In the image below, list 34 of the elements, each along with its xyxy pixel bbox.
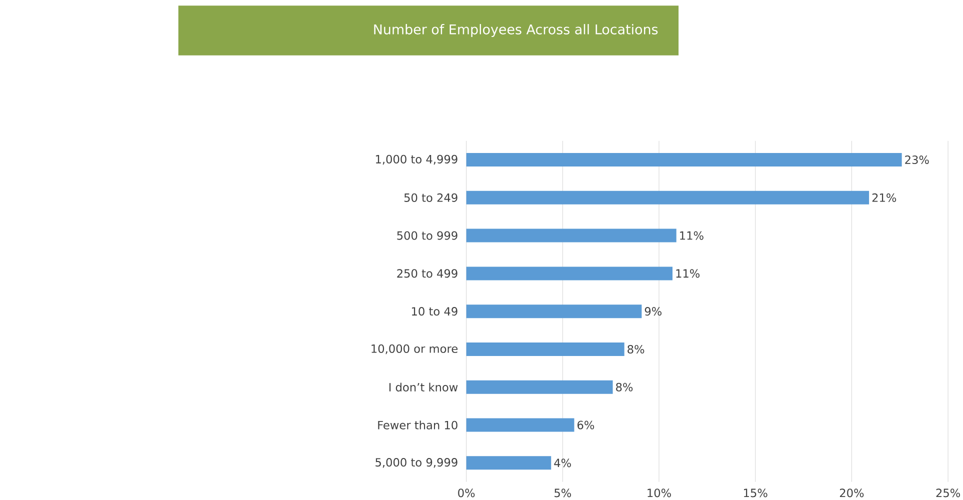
y-tick-label: Fewer than 10: [378, 420, 458, 430]
y-tick-label: I don’t know: [389, 382, 458, 392]
y-tick-label: 5,000 to 9,999: [376, 458, 458, 468]
data-label: 11%: [676, 269, 700, 278]
y-tick-label: 50 to 249: [404, 194, 458, 202]
data-label: 23%: [905, 156, 929, 164]
chart-title: Number of Employees Across all Locations: [374, 24, 658, 38]
y-tick-label: 500 to 999: [397, 231, 458, 240]
data-label: 8%: [628, 345, 644, 354]
bar: [466, 229, 676, 243]
data-label: 6%: [578, 420, 594, 430]
data-label: 8%: [616, 383, 633, 392]
x-tick-label: 10%: [648, 488, 671, 498]
bar: [466, 191, 870, 205]
x-tick-label: 20%: [840, 488, 864, 498]
data-label: 4%: [554, 458, 571, 468]
y-tick-label: 10,000 or more: [372, 344, 458, 354]
bar: [466, 418, 574, 432]
y-tick-label: 10 to 49: [412, 307, 458, 316]
bar: [466, 380, 613, 394]
data-label: 9%: [644, 307, 662, 316]
x-tick-label: 15%: [744, 488, 768, 498]
data-label: 21%: [872, 194, 896, 202]
x-tick-label: 5%: [554, 488, 572, 498]
bar: [466, 456, 552, 470]
bar: [466, 304, 642, 318]
x-tick-label: 25%: [936, 488, 960, 498]
bar: [466, 153, 902, 167]
x-tick-label: 0%: [458, 488, 475, 498]
bar: [466, 342, 624, 356]
y-tick-label: 1,000 to 4,999: [376, 155, 458, 165]
data-label: 11%: [680, 231, 704, 240]
y-tick-label: 250 to 499: [397, 269, 458, 278]
bar: [466, 266, 672, 280]
